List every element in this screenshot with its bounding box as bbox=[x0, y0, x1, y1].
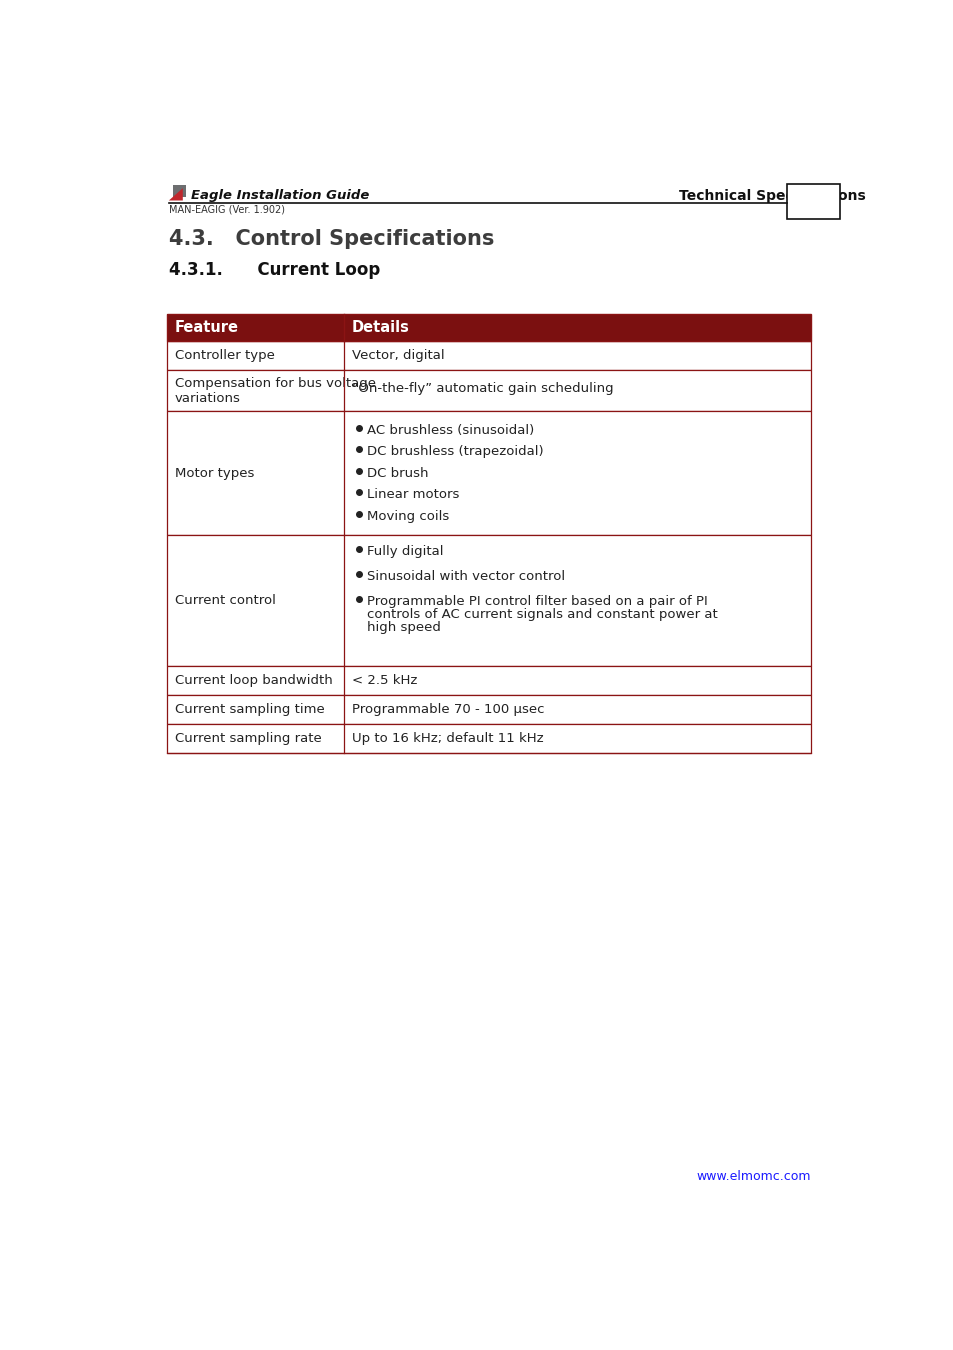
Bar bbox=[167, 535, 810, 666]
Text: Feature: Feature bbox=[174, 320, 239, 335]
Polygon shape bbox=[169, 188, 183, 201]
Text: Programmable PI control filter based on a pair of PI: Programmable PI control filter based on … bbox=[367, 595, 707, 608]
Text: Linear motors: Linear motors bbox=[367, 489, 459, 501]
Text: www.elmomc.com: www.elmomc.com bbox=[696, 1170, 810, 1184]
Text: Technical Specifications: Technical Specifications bbox=[679, 189, 864, 202]
Text: Details: Details bbox=[352, 320, 409, 335]
Bar bbox=[167, 666, 810, 695]
Text: controls of AC current signals and constant power at: controls of AC current signals and const… bbox=[367, 608, 718, 621]
Text: Compensation for bus voltage
variations: Compensation for bus voltage variations bbox=[174, 377, 375, 405]
Text: Current control: Current control bbox=[174, 594, 275, 606]
Text: MAN-EAGIG (Ver. 1.902): MAN-EAGIG (Ver. 1.902) bbox=[169, 205, 285, 215]
Text: Sinusoidal with vector control: Sinusoidal with vector control bbox=[367, 570, 565, 583]
Text: < 2.5 kHz: < 2.5 kHz bbox=[352, 674, 416, 687]
Text: Current sampling rate: Current sampling rate bbox=[174, 732, 321, 745]
Text: DC brushless (trapezoidal): DC brushless (trapezoidal) bbox=[367, 446, 543, 459]
Text: Controller type: Controller type bbox=[174, 348, 274, 362]
Text: AC brushless (sinusoidal): AC brushless (sinusoidal) bbox=[367, 424, 534, 437]
Text: Vector, digital: Vector, digital bbox=[352, 348, 444, 362]
Bar bbox=[167, 412, 810, 535]
Text: Eagle Installation Guide: Eagle Installation Guide bbox=[191, 189, 369, 202]
Text: Up to 16 kHz; default 11 kHz: Up to 16 kHz; default 11 kHz bbox=[352, 732, 543, 745]
Text: 4.3.   Control Specifications: 4.3. Control Specifications bbox=[169, 230, 494, 248]
Bar bbox=[167, 340, 810, 370]
Bar bbox=[167, 315, 810, 340]
Bar bbox=[786, 184, 840, 219]
Bar bbox=[167, 315, 810, 340]
Text: Current sampling time: Current sampling time bbox=[174, 703, 324, 716]
Text: Motor types: Motor types bbox=[174, 467, 254, 479]
Polygon shape bbox=[172, 185, 186, 197]
Bar bbox=[167, 724, 810, 753]
Text: Moving coils: Moving coils bbox=[367, 510, 449, 522]
Bar bbox=[167, 370, 810, 412]
Text: DC brush: DC brush bbox=[367, 467, 428, 479]
Bar bbox=[167, 695, 810, 724]
Text: 75: 75 bbox=[798, 192, 828, 211]
Text: Current loop bandwidth: Current loop bandwidth bbox=[174, 674, 333, 687]
Text: Fully digital: Fully digital bbox=[367, 545, 443, 559]
Text: Programmable 70 - 100 μsec: Programmable 70 - 100 μsec bbox=[352, 703, 543, 716]
Text: high speed: high speed bbox=[367, 621, 440, 634]
Text: “On-the-fly” automatic gain scheduling: “On-the-fly” automatic gain scheduling bbox=[352, 382, 613, 396]
Text: 4.3.1.      Current Loop: 4.3.1. Current Loop bbox=[169, 261, 379, 279]
